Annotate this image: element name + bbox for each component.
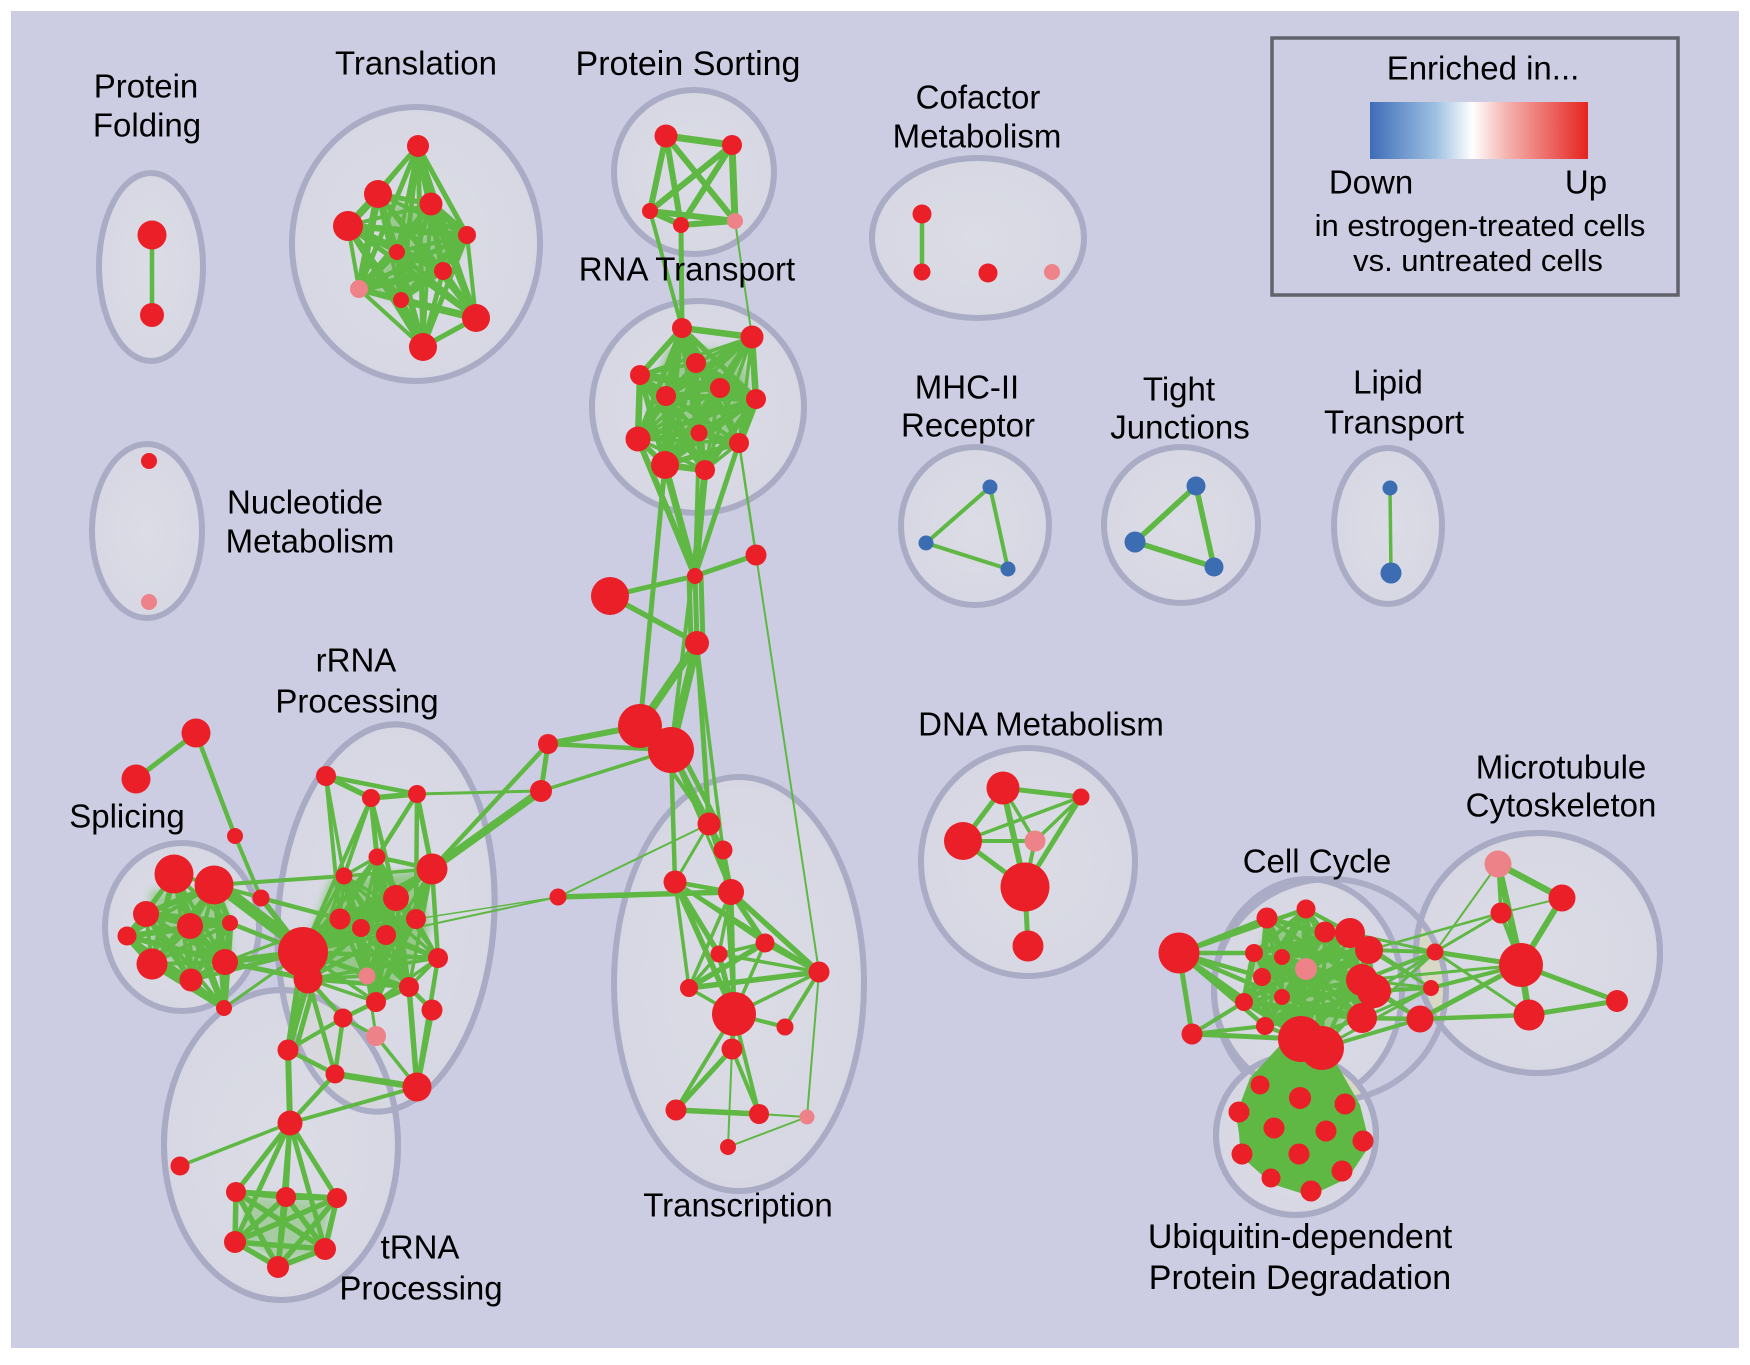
svg-text:in estrogen-treated cells: in estrogen-treated cells [1315,208,1646,243]
svg-text:Splicing: Splicing [69,798,185,835]
svg-text:Processing: Processing [275,683,438,720]
svg-text:Receptor: Receptor [901,407,1035,444]
svg-text:RNA Transport: RNA Transport [579,251,795,288]
svg-text:vs. untreated cells: vs. untreated cells [1353,243,1603,278]
svg-text:Transport: Transport [1324,404,1464,441]
svg-text:Lipid: Lipid [1353,364,1423,401]
svg-text:Nucleotide: Nucleotide [227,484,383,521]
svg-text:Up: Up [1565,164,1607,201]
svg-text:MHC-II: MHC-II [915,369,1019,406]
svg-text:Transcription: Transcription [643,1187,833,1224]
svg-text:Enriched in...: Enriched in... [1387,50,1580,87]
svg-text:Microtubule: Microtubule [1476,749,1647,786]
svg-text:Ubiquitin-dependent: Ubiquitin-dependent [1148,1218,1453,1256]
svg-text:Metabolism: Metabolism [226,523,395,560]
svg-text:Cofactor: Cofactor [916,79,1041,116]
svg-text:tRNA: tRNA [381,1229,460,1266]
svg-text:Protein: Protein [94,68,199,105]
svg-text:Cytoskeleton: Cytoskeleton [1466,787,1657,824]
svg-text:rRNA: rRNA [316,642,397,679]
svg-text:Folding: Folding [93,107,201,144]
svg-text:Tight: Tight [1143,371,1215,408]
svg-text:Translation: Translation [335,45,497,82]
svg-text:Cell Cycle: Cell Cycle [1243,843,1392,880]
svg-text:Processing: Processing [339,1270,502,1307]
svg-text:Metabolism: Metabolism [893,118,1062,155]
svg-text:Junctions: Junctions [1110,409,1249,446]
svg-text:Protein Degradation: Protein Degradation [1149,1259,1451,1297]
svg-text:Down: Down [1329,164,1413,201]
svg-text:Protein Sorting: Protein Sorting [576,45,801,83]
svg-text:DNA Metabolism: DNA Metabolism [918,706,1164,743]
